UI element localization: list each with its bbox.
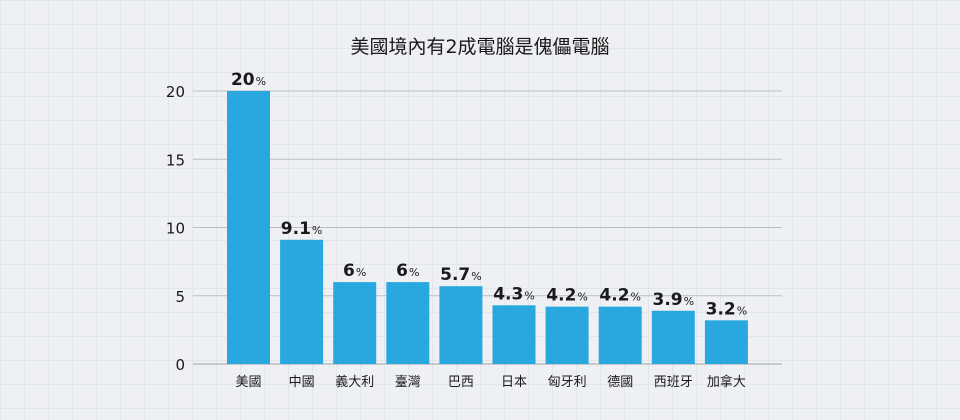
y-tick-label: 0 — [175, 356, 185, 374]
bar — [386, 282, 430, 364]
x-tick-label: 臺灣 — [395, 375, 421, 390]
x-tick-label: 中國 — [289, 375, 315, 390]
data-label: 20% — [231, 70, 266, 90]
bar — [280, 239, 324, 364]
x-tick-label: 日本 — [501, 375, 527, 390]
x-tick-label: 美國 — [235, 375, 261, 390]
data-label: 3.9% — [653, 290, 695, 310]
labels-layer: 0 5 10 15 20 20% 美國 9.1% 中國 6% 義大利 6% 臺灣 5.7% 巴西 4.3% 日本… — [166, 70, 747, 390]
data-label: 6% — [396, 261, 419, 281]
y-tick-label: 10 — [166, 220, 185, 238]
x-tick-label: 德國 — [607, 375, 633, 390]
x-tick-label: 加拿大 — [707, 374, 746, 390]
y-tick-label: 15 — [166, 151, 185, 169]
bar — [545, 306, 589, 364]
bar — [704, 320, 748, 364]
bar — [598, 306, 642, 364]
data-label: 9.1% — [281, 219, 323, 239]
x-tick-label: 義大利 — [335, 374, 374, 390]
bar — [492, 305, 536, 364]
data-label: 4.3% — [493, 284, 535, 304]
data-label: 6% — [343, 261, 366, 281]
data-label: 4.2% — [546, 286, 588, 306]
data-label: 5.7% — [440, 265, 482, 285]
bars-layer — [227, 91, 748, 364]
bar — [227, 91, 270, 364]
data-label: 4.2% — [599, 286, 641, 306]
x-tick-label: 匈牙利 — [548, 375, 587, 390]
x-tick-label: 巴西 — [448, 375, 474, 390]
chart-title: 美國境內有2成電腦是傀儡電腦 — [350, 36, 610, 58]
bar — [651, 310, 695, 364]
bar — [439, 286, 483, 364]
bar — [333, 282, 377, 364]
x-tick-label: 西班牙 — [654, 375, 693, 390]
data-label: 3.2% — [706, 299, 748, 319]
y-tick-label: 5 — [175, 288, 185, 306]
y-tick-label: 20 — [166, 83, 185, 101]
